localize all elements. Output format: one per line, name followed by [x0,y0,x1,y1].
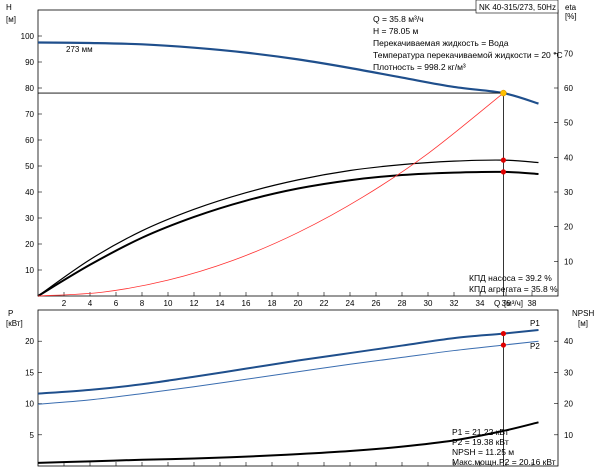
info-line: Плотность = 998.2 кг/м³ [373,62,466,72]
eta-line: КПД насоса = 39.2 % [469,273,552,283]
npsh-curve [37,421,539,464]
p1-curve [37,328,539,395]
p-tick-label: 20 [25,337,34,346]
p2-marker [500,342,506,348]
y-right-label: eta [565,3,577,12]
x-tick-label: 30 [424,299,433,308]
y-left-label: H [6,3,12,12]
y-right-tick-label: 20 [564,223,573,232]
y-left-tick-label: 90 [25,58,34,67]
x-tick-label: 38 [528,299,537,308]
eta-pump-curve [37,159,539,297]
info-line: P2 = 19.38 кВт [452,437,509,447]
x-tick-label: 2 [62,299,67,308]
model-title: NK 40-315/273, 50Hz [479,3,556,12]
y-left-tick-label: 10 [25,266,34,275]
bottom-panel: 5 10 15 20 10 20 30 40 P [кВт] NPSH [м] P1 P2 P… [6,309,594,467]
series-label-p1: P1 [530,319,540,328]
x-tick-label: 10 [164,299,173,308]
p-axis-label: P [8,309,13,318]
npsh-tick-label: 30 [564,368,573,377]
x-tick-label: 32 [450,299,459,308]
y-left-tick-label: 20 [25,240,34,249]
y-left-tick-label: 70 [25,110,34,119]
x-tick-label: 26 [372,299,381,308]
x-tick-label: 14 [216,299,225,308]
y-right-tick-label: 70 [564,49,573,58]
npsh-tick-label: 10 [564,431,573,440]
x-tick-label: 12 [190,299,199,308]
npsh-tick-label: 20 [564,400,573,409]
x-tick-label: 36 [502,299,511,308]
npsh-axis-label: NPSH [572,309,594,318]
x-tick-label: 16 [242,299,251,308]
y-left-tick-label: 80 [25,84,34,93]
info-line: Макс.мощн.P2 = 20.16 кВт [452,457,556,467]
x-tick-label: 24 [346,299,355,308]
eta-unit-curve [37,170,539,297]
x-tick-label: 20 [294,299,303,308]
y-left-tick-label: 100 [21,32,35,41]
x-tick-label: 22 [320,299,329,308]
info-line: H = 78.05 м [373,26,418,36]
p1-marker [500,330,506,337]
y-right-tick-label: 40 [564,153,573,162]
x-tick-label: 34 [476,299,485,308]
x-tick-label: 8 [140,299,145,308]
eta-line: КПД агрегата = 35.8 % [469,284,558,294]
info-line: P1 = 21.22 кВт [452,427,509,437]
y-left-tick-label: 40 [25,188,34,197]
x-tick-label: 18 [268,299,277,308]
y-right-tick-label: 60 [564,84,573,93]
info-line: Q = 35.8 м³/ч [373,14,424,24]
duty-point-marker [500,89,507,97]
y-right-tick-label: 30 [564,188,573,197]
eta-info-block: КПД насоса = 39.2 % КПД агрегата = 35.8 … [469,273,558,294]
eta-unit-marker [500,169,506,175]
x-tick-label: 6 [114,299,119,308]
model-title-box [475,0,559,14]
y-left-tick-label: 50 [25,162,34,171]
x-tick-label: 4 [88,299,93,308]
x-tick-label: 28 [398,299,407,308]
y-right-unit: [%] [565,12,577,21]
p-axis-unit: [кВт] [6,319,23,328]
top-panel: 2 4 6 8 10 12 14 16 18 20 22 24 26 28 30 32 34 36 38102030… [6,0,577,308]
info-line: NPSH = 11.25 м [452,447,514,457]
y-left-tick-label: 30 [25,214,34,223]
x-axis-unit: [м³/ч] [504,299,523,308]
bottom-info-block: P1 = 21.22 кВт P2 = 19.38 кВт NPSH = 11.… [452,427,556,467]
y-left-tick-label: 60 [25,136,34,145]
head-curve [37,41,539,105]
system-curve-curve [37,92,504,297]
top-info-block: Q = 35.8 м³/ч H = 78.05 м Перекачиваемая… [373,14,563,72]
y-right-tick-label: 50 [564,119,573,128]
eta-pump-marker [500,157,506,163]
p2-curve [37,340,539,405]
impeller-label: 273 мм [66,45,93,54]
p-tick-label: 5 [30,431,35,440]
x-axis-label: Q [494,299,500,308]
npsh-axis-unit: [м] [578,319,588,328]
info-line: Перекачиваемая жидкость = Вода [373,38,509,48]
y-left-unit: [м] [6,15,16,24]
info-line: Температура перекачиваемой жидкости = 20… [373,50,563,60]
npsh-tick-label: 40 [564,337,573,346]
series-label-p2: P2 [530,342,540,351]
p-tick-label: 15 [25,368,34,377]
p-tick-label: 10 [25,400,34,409]
y-right-tick-label: 10 [564,257,573,266]
